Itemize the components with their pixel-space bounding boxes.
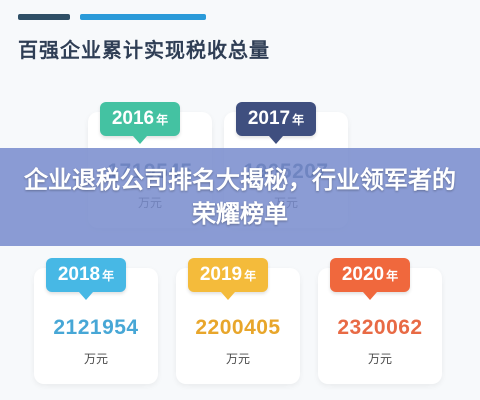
headline-banner: 企业退税公司排名大揭秘，行业领军者的荣耀榜单 [0,148,480,246]
year-label: 2018 [57,264,101,285]
tax-value: 2121954 [53,316,139,339]
year-badge: 2018 年 [46,258,126,292]
year-suffix: 年 [244,268,257,283]
tax-value: 2320062 [337,316,423,339]
year-suffix: 年 [386,268,399,283]
year-card-2019: 2019 年 2200405 万元 [176,258,300,384]
year-badge: 2020 年 [330,258,410,292]
header-bar-dark [18,14,70,20]
year-badge: 2017 年 [236,102,316,136]
tax-unit: 万元 [367,352,392,366]
header-bar-blue [80,14,206,20]
headline-text: 企业退税公司排名大揭秘，行业领军者的荣耀榜单 [24,167,456,228]
tax-value: 2200405 [195,316,281,339]
year-suffix: 年 [102,268,115,283]
tax-unit: 万元 [83,352,108,366]
year-suffix: 年 [156,112,169,127]
tax-unit: 万元 [225,352,250,366]
year-card-2018: 2018 年 2121954 万元 [34,258,158,384]
year-badge: 2019 年 [188,258,268,292]
header-decoration [18,14,206,20]
year-card-2020: 2020 年 2320062 万元 [318,258,442,384]
year-label: 2020 [341,264,385,285]
year-label: 2017 [247,108,291,129]
year-suffix: 年 [292,112,305,127]
year-label: 2016 [111,108,155,129]
year-label: 2019 [199,264,243,285]
page-title: 百强企业累计实现税收总量 [18,40,270,62]
year-badge: 2016 年 [100,102,180,136]
